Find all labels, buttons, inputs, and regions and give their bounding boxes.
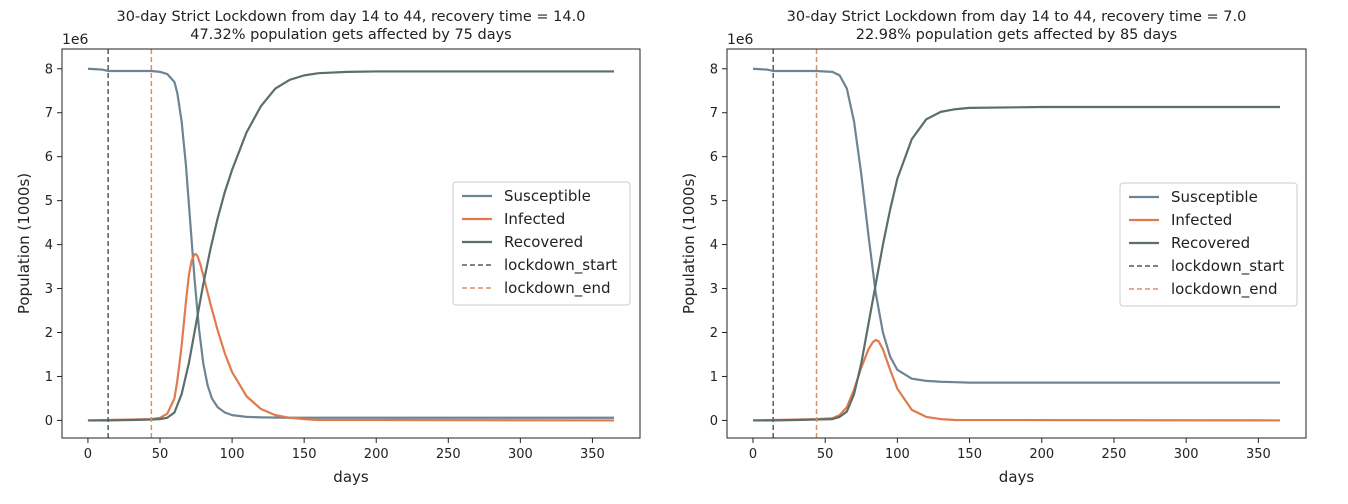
y-tick-label: 8: [45, 62, 53, 77]
y-axis-label: Population (1000s): [15, 173, 33, 314]
y-offset-label: 1e6: [727, 32, 754, 48]
x-tick-label: 50: [817, 447, 834, 462]
x-axis-label: days: [999, 468, 1035, 486]
plot-area: [87, 49, 615, 438]
legend-label: Susceptible: [1171, 188, 1258, 206]
series-line-recovered: [752, 105, 1281, 422]
y-tick-label: 5: [710, 194, 718, 209]
y-tick-label: 6: [45, 150, 53, 165]
plot-area: [752, 49, 1281, 438]
y-tick-label: 4: [710, 238, 718, 253]
x-tick-label: 200: [1029, 447, 1054, 462]
y-axis-label: Population (1000s): [680, 173, 698, 314]
legend-label: Infected: [1171, 211, 1232, 229]
y-tick-label: 2: [45, 326, 53, 341]
x-tick-label: 100: [885, 447, 910, 462]
y-tick-label: 4: [45, 238, 53, 253]
series-line-recovered: [87, 70, 615, 422]
chart-title: 30-day Strict Lockdown from day 14 to 44…: [787, 9, 1247, 25]
series-line-susceptible: [87, 67, 615, 419]
x-tick-label: 250: [436, 447, 461, 462]
y-tick-label: 1: [710, 370, 718, 385]
y-tick-label: 8: [710, 62, 718, 77]
legend-label: lockdown_start: [1171, 257, 1284, 276]
chart-title: 30-day Strict Lockdown from day 14 to 44…: [117, 9, 586, 25]
legend-box: [1119, 182, 1298, 307]
chart-subtitle: 47.32% population gets affected by 75 da…: [190, 27, 512, 43]
x-tick-label: 300: [1174, 447, 1199, 462]
chart-panel-2: 30-day Strict Lockdown from day 14 to 44…: [680, 9, 1307, 486]
y-tick-label: 1: [45, 370, 53, 385]
legend-label: Infected: [504, 210, 565, 228]
y-tick-label: 6: [710, 150, 718, 165]
legend: Susceptible Infected Recovered lockdown_sta…: [452, 181, 631, 306]
y-tick-label: 3: [45, 282, 53, 297]
y-tick-label: 5: [45, 194, 53, 209]
x-tick-label: 150: [957, 447, 982, 462]
y-offset-label: 1e6: [62, 32, 89, 48]
y-tick-label: 7: [710, 106, 718, 121]
x-tick-label: 350: [580, 447, 605, 462]
x-tick-label: 150: [292, 447, 317, 462]
legend-label: Recovered: [1171, 234, 1250, 252]
x-tick-label: 0: [84, 447, 92, 462]
y-tick-label: 3: [710, 282, 718, 297]
legend-label: lockdown_end: [504, 279, 611, 298]
x-tick-label: 100: [220, 447, 245, 462]
y-tick-label: 7: [45, 106, 53, 121]
legend-label: Susceptible: [504, 187, 591, 205]
chart-subtitle: 22.98% population gets affected by 85 da…: [856, 27, 1178, 43]
x-tick-label: 350: [1246, 447, 1271, 462]
y-tick-label: 0: [45, 414, 53, 429]
chart-panel-1: 30-day Strict Lockdown from day 14 to 44…: [15, 9, 641, 486]
axes-frame: [61, 48, 641, 439]
x-tick-label: 250: [1102, 447, 1127, 462]
axes-frame: [726, 48, 1307, 439]
series-line-infected: [87, 253, 615, 422]
x-axis-label: days: [333, 468, 369, 486]
x-tick-label: 200: [364, 447, 389, 462]
x-tick-label: 300: [508, 447, 533, 462]
x-tick-label: 50: [152, 447, 169, 462]
x-tick-label: 0: [749, 447, 757, 462]
legend-label: lockdown_start: [504, 256, 617, 275]
legend-label: Recovered: [504, 233, 583, 251]
y-tick-label: 2: [710, 326, 718, 341]
series-line-susceptible: [752, 67, 1281, 384]
legend-box: [452, 181, 631, 306]
series-line-infected: [752, 338, 1281, 422]
legend-label: lockdown_end: [1171, 280, 1278, 299]
legend: Susceptible Infected Recovered lockdown_sta…: [1119, 182, 1298, 307]
y-tick-label: 0: [710, 414, 718, 429]
